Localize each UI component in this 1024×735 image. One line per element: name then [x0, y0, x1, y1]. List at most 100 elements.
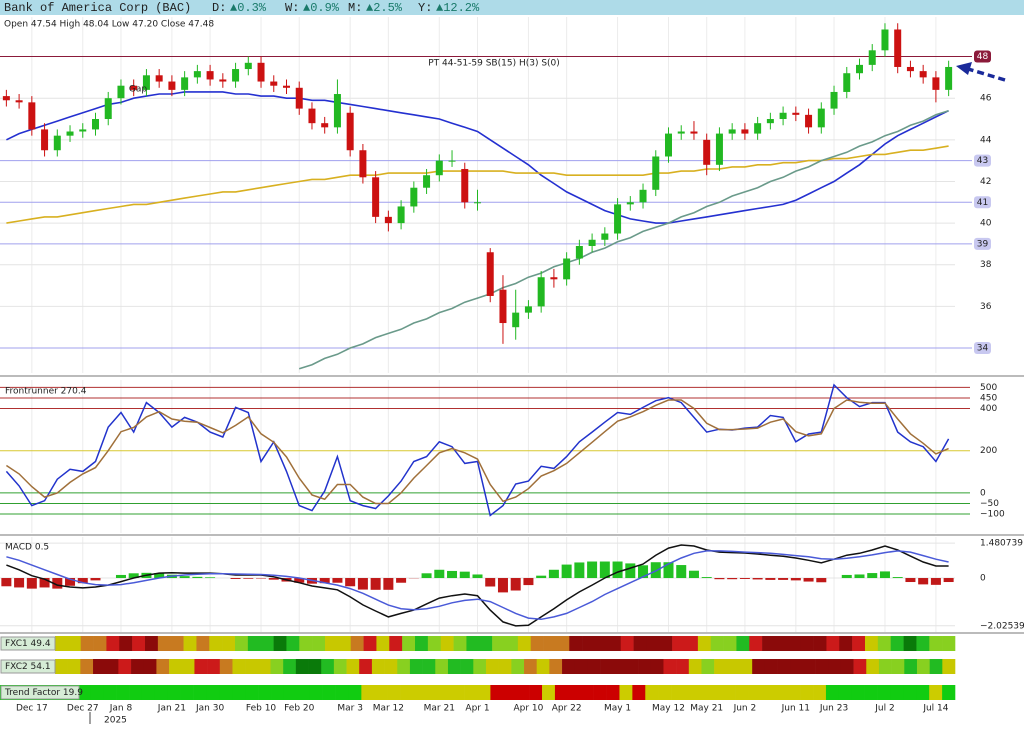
- heat-cell: [683, 685, 698, 700]
- heat-cell: [479, 636, 493, 651]
- candle-body: [435, 160, 443, 176]
- heat-cell: [595, 636, 609, 651]
- heat-cell: [325, 636, 339, 651]
- candle-body: [894, 29, 902, 67]
- heat-cell: [447, 659, 461, 674]
- candle-body: [881, 29, 889, 51]
- histogram-bar: [778, 578, 789, 580]
- heat-cell: [777, 659, 791, 674]
- heat-cell: [739, 659, 753, 674]
- heat-cell: [232, 659, 246, 674]
- heat-cell: [296, 685, 311, 700]
- panel-title: MACD 0.5: [5, 543, 49, 553]
- heat-cell: [93, 636, 107, 651]
- candle-body: [779, 112, 787, 120]
- heat-cell: [156, 659, 170, 674]
- x-tick-label: Jun 11: [781, 704, 810, 714]
- heat-cell: [569, 636, 583, 651]
- candle-body: [677, 131, 685, 134]
- level-box: [974, 342, 991, 355]
- histogram-bar: [574, 562, 585, 579]
- heat-cell: [206, 685, 220, 700]
- heat-cell: [490, 685, 504, 700]
- y-tick-label: 44: [980, 135, 992, 145]
- histogram-bar: [918, 578, 929, 585]
- y-tick-label: 36: [980, 302, 992, 312]
- candle-body: [474, 202, 481, 204]
- heat-cell: [929, 636, 943, 651]
- histogram-bar: [561, 564, 572, 579]
- histogram-bar: [230, 578, 241, 579]
- heat-cell: [813, 685, 827, 700]
- histogram-bar: [90, 578, 101, 581]
- candle-body: [715, 133, 723, 165]
- heat-cell: [530, 636, 544, 651]
- heat-cell: [247, 636, 262, 651]
- annotation: PT 44-51-59 SB(15) H(3) S(0): [428, 59, 560, 69]
- histogram-bar: [39, 578, 50, 588]
- heat-cell: [118, 659, 132, 674]
- histogram-bar: [319, 578, 330, 584]
- heat-cell: [245, 659, 259, 674]
- x-tick-label: Jan 30: [195, 704, 224, 714]
- candle-body: [283, 85, 290, 88]
- heat-cell: [473, 659, 487, 674]
- heat-cell: [853, 659, 867, 674]
- heat-cell: [942, 636, 956, 651]
- heat-cell: [826, 636, 840, 651]
- heat-cell: [270, 659, 284, 674]
- heat-cell: [103, 685, 117, 700]
- x-tick-label: Jun 2: [733, 704, 757, 714]
- heat-cell: [412, 685, 427, 700]
- candle-body: [79, 129, 87, 132]
- histogram-bar: [625, 563, 636, 579]
- heat-cell: [903, 636, 917, 651]
- heat-cell: [929, 659, 943, 674]
- histogram-bar: [727, 578, 738, 580]
- candle-body: [41, 129, 49, 151]
- change-label: D:: [212, 1, 226, 15]
- heat-cell: [838, 685, 853, 700]
- heat-cell: [167, 685, 181, 700]
- header-title: Bank of America Corp (BAC): [4, 1, 191, 15]
- heat-cell: [55, 636, 69, 651]
- candle-body: [130, 85, 138, 90]
- candle-body: [563, 258, 571, 280]
- candle-body: [66, 131, 74, 136]
- heat-cell: [77, 685, 91, 700]
- heat-cell: [361, 685, 375, 700]
- x-tick-label: Dec 17: [16, 704, 48, 714]
- x-tick-label: Apr 10: [513, 704, 543, 714]
- histogram-bar: [383, 578, 394, 590]
- line-series: [5, 383, 950, 517]
- histogram-bar: [497, 578, 508, 593]
- histogram-bar: [268, 578, 279, 580]
- candle-body: [728, 129, 736, 134]
- candle-body: [270, 81, 278, 86]
- candle-body: [53, 135, 61, 151]
- heat-cell: [207, 659, 221, 674]
- heat-cell: [245, 685, 259, 700]
- heat-cell: [633, 636, 647, 651]
- heat-cell: [232, 685, 246, 700]
- heat-cell: [194, 659, 208, 674]
- heat-cell: [90, 685, 104, 700]
- heat-cell: [271, 685, 285, 700]
- x-tick-label: Feb 10: [246, 704, 277, 714]
- candle-body: [703, 139, 711, 165]
- level-label: 48: [977, 52, 989, 62]
- candle-body: [15, 100, 23, 103]
- x-tick-label: May 1: [604, 704, 631, 714]
- heat-cell: [736, 636, 750, 651]
- candle-body: [410, 187, 418, 207]
- heat-cell: [335, 685, 349, 700]
- y-tick-label: 200: [980, 446, 997, 456]
- change-label: M:: [348, 1, 362, 15]
- heat-label: Trend Factor 19.9: [4, 688, 83, 698]
- histogram-bar: [421, 573, 432, 579]
- heat-cell: [864, 685, 878, 700]
- histogram-bar: [599, 561, 610, 579]
- candle-body: [92, 119, 99, 130]
- level-label: 39: [977, 239, 989, 249]
- heat-cell: [904, 659, 918, 674]
